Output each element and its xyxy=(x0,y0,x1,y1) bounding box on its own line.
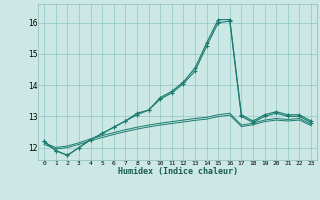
X-axis label: Humidex (Indice chaleur): Humidex (Indice chaleur) xyxy=(118,167,238,176)
